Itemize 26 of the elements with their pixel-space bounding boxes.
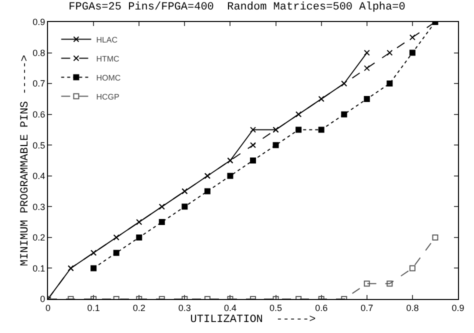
y-tick-label: 0.5 <box>32 140 46 150</box>
y-tick-label: 0.2 <box>32 232 46 243</box>
x-tick-label: 0.2 <box>132 302 146 313</box>
y-tick-label: 0.9 <box>32 17 46 28</box>
y-tick-label: 0.1 <box>32 263 46 274</box>
x-tick-label: 0.9 <box>452 302 464 313</box>
legend-label: HTMC <box>96 54 120 64</box>
y-tick-label: 0.7 <box>32 78 46 89</box>
y-axis-title: MINIMUM PROGRAMMABLE PINS -----> <box>19 54 32 266</box>
x-axis-title: UTILIZATION -----> <box>190 314 316 326</box>
x-tick-label: 0.1 <box>87 302 100 313</box>
legend-label: HCGP <box>96 92 120 102</box>
x-tick-label: 0.3 <box>178 302 191 313</box>
y-tick-label: 0.8 <box>32 48 46 58</box>
y-tick-label: 0 <box>40 294 46 304</box>
legend-label: HOMC <box>96 73 121 82</box>
x-tick-label: 0.8 <box>406 302 419 313</box>
x-tick-label: 0.6 <box>315 302 328 313</box>
x-tick-label: 0.4 <box>224 302 236 313</box>
x-tick-label: 0.7 <box>360 302 374 313</box>
x-tick-label: 0.5 <box>270 302 282 313</box>
chart-title: FPGAs=25 Pins/FPGA=400 Random Matrices=500 Alpha=0 <box>68 1 406 14</box>
legend-label: HLAC <box>96 35 118 44</box>
y-tick-label: 0.3 <box>32 202 46 212</box>
y-tick-label: 0.6 <box>32 109 46 120</box>
y-tick-label: 0.4 <box>32 171 46 182</box>
